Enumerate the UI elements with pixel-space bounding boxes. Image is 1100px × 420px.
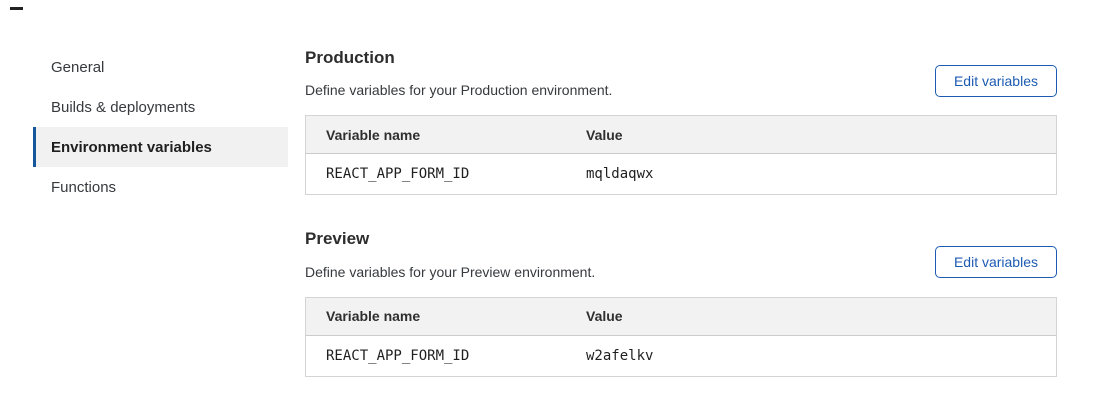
- production-section: Production Define variables for your Pro…: [305, 48, 1057, 196]
- environment-variables-panel: Production Define variables for your Pro…: [305, 48, 1057, 377]
- table-header-row: Variable name Value: [305, 115, 1057, 155]
- section-description-production: Define variables for your Production env…: [305, 82, 613, 99]
- sidebar-item-environment-variables[interactable]: Environment variables: [33, 127, 288, 167]
- variables-table-preview: Variable name Value REACT_APP_FORM_ID w2…: [305, 296, 1057, 377]
- edit-variables-button-production[interactable]: Edit variables: [934, 65, 1057, 97]
- section-title-preview: Preview: [305, 229, 370, 249]
- edit-variables-button-preview[interactable]: Edit variables: [934, 246, 1057, 279]
- page-edge-mark: [10, 7, 23, 10]
- sidebar-item-builds-deployments[interactable]: Builds & deployments: [51, 98, 196, 116]
- column-header-variable-name: Variable name: [305, 297, 566, 336]
- section-description-preview: Define variables for your Preview enviro…: [305, 263, 596, 280]
- preview-section: Preview Define variables for your Previe…: [305, 229, 1057, 377]
- variable-name-cell: REACT_APP_FORM_ID: [326, 347, 470, 364]
- variables-table-production: Variable name Value REACT_APP_FORM_ID mq…: [305, 115, 1057, 196]
- column-header-variable-name: Variable name: [305, 115, 566, 155]
- section-title-production: Production: [305, 48, 395, 67]
- table-header-row: Variable name Value: [305, 297, 1057, 336]
- sidebar-item-functions[interactable]: Functions: [51, 178, 117, 196]
- settings-nav: General Builds & deployments Environment…: [33, 47, 288, 207]
- column-header-value: Value: [566, 115, 1057, 155]
- column-header-value: Value: [566, 297, 1057, 336]
- table-row: REACT_APP_FORM_ID w2afelkv: [306, 335, 1057, 376]
- sidebar-item-general[interactable]: General: [51, 58, 105, 76]
- variable-name-cell: REACT_APP_FORM_ID: [326, 166, 470, 183]
- table-row: REACT_APP_FORM_ID mqldaqwx: [306, 154, 1057, 195]
- variable-value-cell: mqldaqwx: [586, 166, 654, 183]
- variable-value-cell: w2afelkv: [586, 347, 654, 364]
